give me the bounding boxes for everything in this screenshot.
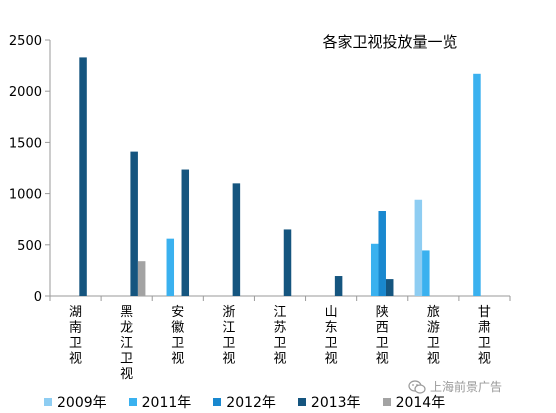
bar-2013年-山东卫视 — [334, 276, 343, 296]
y-tick-label: 0 — [34, 290, 42, 305]
y-tick-label: 500 — [17, 239, 42, 254]
bar-2011年-安徽卫视 — [166, 238, 175, 296]
legend-label: 2009年 — [57, 395, 107, 411]
bar-2013年-陕西卫视 — [385, 279, 394, 296]
x-category-label: 江苏卫视 — [273, 305, 286, 367]
y-tick-label: 1000 — [9, 188, 42, 203]
legend-swatch — [128, 398, 137, 406]
bar-2013年-黑龙江卫视 — [130, 151, 138, 296]
bar-2014年-黑龙江卫视 — [137, 261, 146, 296]
x-category-label: 黑龙江卫视 — [120, 305, 133, 382]
legend-swatch — [213, 398, 222, 406]
chart-title: 各家卫视投放量一览 — [322, 33, 457, 51]
wechat-icon — [408, 379, 426, 394]
y-tick-label: 2000 — [9, 85, 42, 100]
legend-label: 2014年 — [395, 395, 446, 411]
watermark: 上海前景广告 — [408, 378, 502, 395]
legend-label: 2011年 — [141, 395, 192, 411]
bar-2009年-旅游卫视 — [414, 199, 423, 296]
x-category-label: 甘肃卫视 — [478, 305, 491, 367]
bars-group — [79, 57, 481, 297]
x-axis: 湖南卫视 黑龙江卫视 安徽卫视 浙江卫视 江苏卫视 山东卫视 陕西卫视 旅游卫视 甘肃卫视 — [49, 295, 511, 382]
legend-item: 2013年 — [297, 392, 361, 412]
legend-swatch — [44, 398, 52, 406]
x-category-label: 山东卫视 — [325, 305, 338, 367]
y-axis: 0 500 1000 1500 2000 2500 — [9, 34, 51, 305]
bar-2011年-陕西卫视 — [370, 243, 379, 296]
x-category-label: 旅游卫视 — [427, 305, 440, 367]
y-tick-label: 1500 — [9, 136, 42, 151]
legend-item: 2011年 — [128, 392, 192, 412]
bar-2013年-江苏卫视 — [283, 229, 292, 296]
bar-2011年-旅游卫视 — [422, 250, 430, 296]
legend-item: 2014年 — [382, 392, 446, 412]
bar-2012年-陕西卫视 — [378, 211, 386, 296]
y-tick-label: 2500 — [9, 34, 42, 49]
bar-2013年-安徽卫视 — [181, 169, 190, 296]
legend-label: 2012年 — [226, 395, 276, 411]
watermark-text: 上海前景广告 — [430, 380, 503, 394]
x-category-label: 湖南卫视 — [69, 305, 82, 367]
x-category-label: 陕西卫视 — [376, 305, 389, 367]
legend-item: 2012年 — [213, 392, 276, 412]
legend-swatch — [382, 398, 391, 406]
x-category-label: 浙江卫视 — [222, 305, 235, 367]
legend-item: 2009年 — [44, 392, 107, 412]
bar-2011年-甘肃卫视 — [473, 73, 481, 297]
legend-swatch — [297, 398, 306, 406]
bar-2013年-湖南卫视 — [79, 57, 87, 296]
legend: 2009年 2011年 2012年 2013年 2014年 — [44, 392, 467, 412]
legend-label: 2013年 — [310, 395, 361, 411]
bar-2013年-浙江卫视 — [232, 183, 241, 296]
x-category-label: 安徽卫视 — [171, 305, 184, 367]
